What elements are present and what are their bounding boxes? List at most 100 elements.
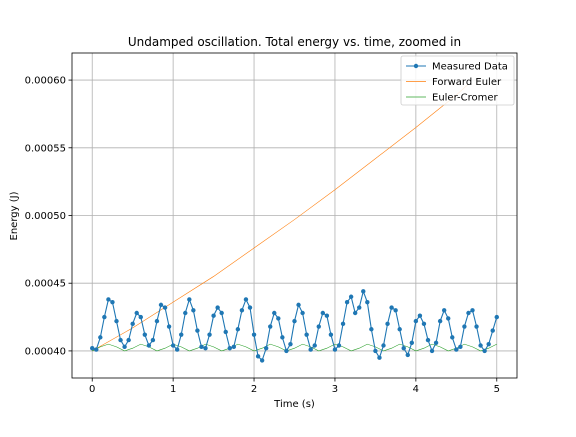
measured-data-point [437,318,443,324]
measured-data-point [243,297,249,302]
measured-data-point [251,332,257,337]
tick-layer: 0 1 2 3 4 5 0.00040 0.00045 0.00050 0.00055 0.0006… [25,76,500,395]
measured-data-point [231,344,237,350]
measured-data-point [102,314,107,320]
measured-data-point [235,327,241,332]
measured-data-point [122,344,127,350]
measured-data-point [263,346,269,351]
measured-data-point [170,343,176,348]
measured-data-point [187,297,192,302]
measured-data-point [118,337,123,343]
x-tick-label: 5 [494,384,500,395]
measured-data-point [421,321,427,327]
measured-data-point [288,341,293,347]
measured-data-point [490,328,495,333]
measured-data-point [179,332,184,337]
measured-data-point [130,321,135,327]
measured-data-point [312,343,317,348]
measured-data-point [478,343,483,348]
measured-data-point [409,340,415,345]
measured-data-point [276,316,281,321]
measured-data-point [336,343,342,348]
measured-data-point [352,310,358,316]
measured-data-point [207,332,212,337]
y-tick-label: 0.00050 [25,211,66,222]
legend-box [400,55,515,106]
measured-data-point [381,343,386,348]
measured-data-point [413,318,419,324]
measured-data-point [486,341,491,347]
measured-data-point [138,314,143,320]
measured-data-point [470,308,475,313]
y-tick-label: 0.00060 [25,76,66,87]
measured-data-point [397,327,402,332]
legend-label-forward-euler: Forward Euler [432,77,502,88]
measured-data-point [373,348,378,354]
measured-data-point [348,294,354,299]
measured-data-point [296,302,301,308]
measured-data-point [292,318,297,324]
measured-data-point [255,354,261,359]
measured-data-point [126,337,131,343]
measured-data-point [300,310,305,316]
measured-data-point [247,305,253,310]
measured-data-point [219,310,224,316]
measured-data-point [385,321,390,327]
measured-data-point [259,358,265,363]
measured-data-point [361,289,366,294]
y-axis-label: Energy (J) [9,191,20,240]
measured-data-point [215,305,220,310]
measured-data-point [377,355,382,360]
measured-data-point [90,346,95,351]
series-layer [90,83,499,363]
measured-data-point [142,332,148,337]
measured-data-point [344,299,350,305]
measured-data-point [203,346,208,351]
measured-data-point [417,313,423,318]
measured-data-point [405,352,410,358]
measured-data-point [328,332,334,337]
measured-data-point [158,302,164,308]
measured-data-point [106,297,111,302]
measured-data-point [94,347,99,352]
measured-data-point [494,314,499,320]
measured-data-point [433,340,439,345]
y-tick-label: 0.00045 [25,279,66,290]
measured-data-point [304,332,309,337]
euler-cromer-line [92,343,497,352]
measured-data-point [441,308,447,313]
measured-data-point [466,310,471,316]
measured-data-point [183,310,188,316]
measured-data-point [272,310,277,316]
measured-data-point [114,318,119,324]
measured-data-point [320,310,326,316]
x-tick-label: 2 [251,384,257,395]
measured-data-point [211,313,216,318]
measured-data-point [134,310,139,316]
measured-data-point [369,327,374,332]
measured-data-point [98,335,103,340]
measured-data-point [450,335,455,340]
measured-data-point [223,329,228,335]
measured-data-point [429,348,435,354]
y-tick-label: 0.00055 [25,143,66,154]
x-tick-label: 1 [170,384,176,395]
measured-data-point [474,324,479,329]
measured-data-point [199,344,204,350]
measured-data-point [454,347,459,352]
measured-data-point [389,305,394,310]
measured-data-point [340,321,346,327]
measured-data-point [174,347,180,352]
chart-title: Undamped oscillation. Total energy vs. t… [128,35,461,49]
measured-data-point [239,308,245,313]
measured-data-point [146,343,152,348]
legend-label-measured-data: Measured Data [432,62,508,73]
measured-data-point [357,305,362,310]
measured-data-point [308,347,313,352]
x-tick-label: 0 [89,384,95,395]
measured-data-point [393,308,398,313]
measured-data-point [166,324,172,329]
measured-data-point [425,337,431,343]
